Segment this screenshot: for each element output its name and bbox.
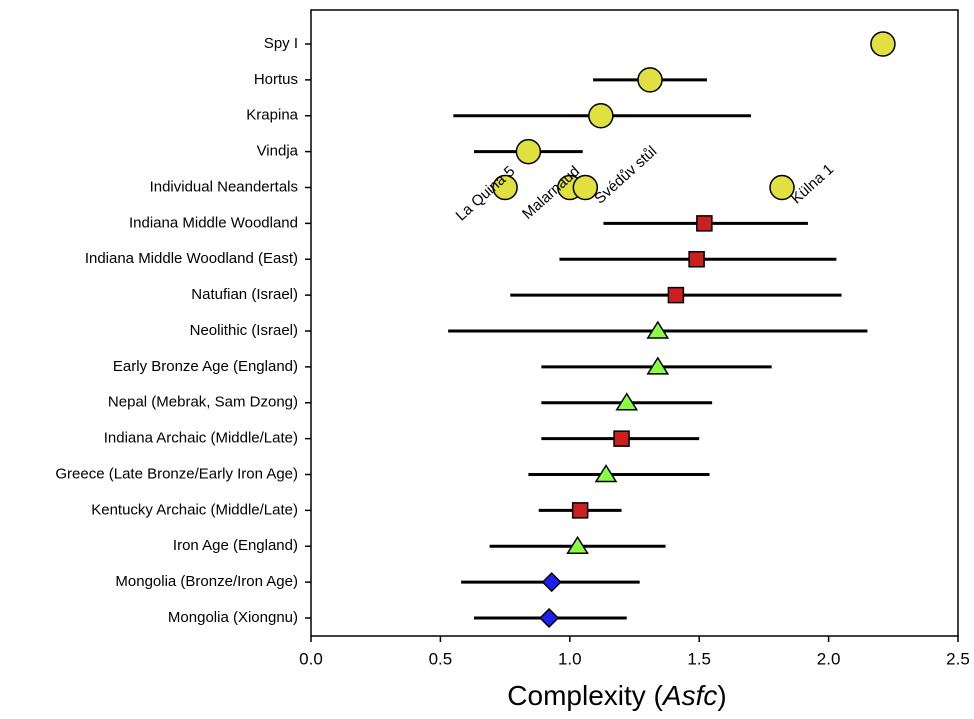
y-tick-label: Indiana Archaic (Middle/Late) — [104, 430, 298, 447]
y-tick-label: Spy I — [264, 35, 298, 52]
x-tick-label: 2.0 — [817, 649, 841, 668]
data-point — [539, 607, 560, 629]
y-tick-label: Indiana Middle Woodland — [129, 214, 298, 231]
data-point — [696, 215, 713, 232]
x-label-part: ) — [717, 680, 726, 711]
data-point — [594, 464, 618, 483]
x-tick-label: 0.5 — [429, 649, 453, 668]
y-tick-label: Individual Neandertals — [150, 178, 298, 195]
point-label: Külna 1 — [788, 161, 837, 208]
data-point — [492, 174, 518, 201]
data-point — [646, 320, 670, 339]
data-point — [541, 572, 562, 593]
y-tick-label: Kentucky Archaic (Middle/Late) — [91, 501, 298, 518]
y-tick-label: Indiana Middle Woodland (East) — [85, 250, 298, 267]
x-tick-label: 0.0 — [299, 649, 323, 668]
data-point — [613, 430, 630, 447]
x-axis-label: Complexity (Asfc) — [507, 680, 726, 711]
data-point — [870, 31, 896, 57]
data-point — [515, 138, 542, 165]
point-label: Svédův stůl — [591, 143, 660, 208]
y-tick-label: Mongolia (Bronze/Iron Age) — [115, 573, 298, 590]
data-point — [688, 251, 705, 268]
x-label-part: Asfc — [661, 680, 717, 711]
x-tick-label: 1.0 — [558, 649, 582, 668]
data-point — [572, 174, 599, 201]
data-point — [769, 174, 795, 201]
y-tick-label: Iron Age (England) — [173, 537, 298, 554]
data-point — [566, 535, 589, 554]
data-point — [615, 392, 639, 411]
y-tick-label: Nepal (Mebrak, Sam Dzong) — [108, 394, 298, 411]
y-tick-label: Vindja — [257, 143, 299, 160]
y-tick-label: Krapina — [246, 107, 298, 124]
y-tick-label: Natufian (Israel) — [191, 286, 298, 303]
y-tick-label: Early Bronze Age (England) — [113, 358, 298, 375]
y-tick-label: Mongolia (Xiongnu) — [168, 609, 298, 626]
x-tick-label: 1.5 — [687, 649, 711, 668]
y-tick-label: Neolithic (Israel) — [190, 322, 298, 339]
data-point — [646, 356, 670, 375]
y-tick-label: Hortus — [254, 71, 298, 88]
x-label-part: Complexity ( — [507, 680, 663, 711]
data-point — [571, 502, 589, 519]
x-tick-label: 2.5 — [946, 649, 970, 668]
data-point — [667, 286, 685, 304]
data-point — [637, 67, 663, 93]
data-point — [588, 103, 614, 129]
y-tick-label: Greece (Late Bronze/Early Iron Age) — [55, 465, 298, 482]
plot-frame — [310, 9, 959, 637]
